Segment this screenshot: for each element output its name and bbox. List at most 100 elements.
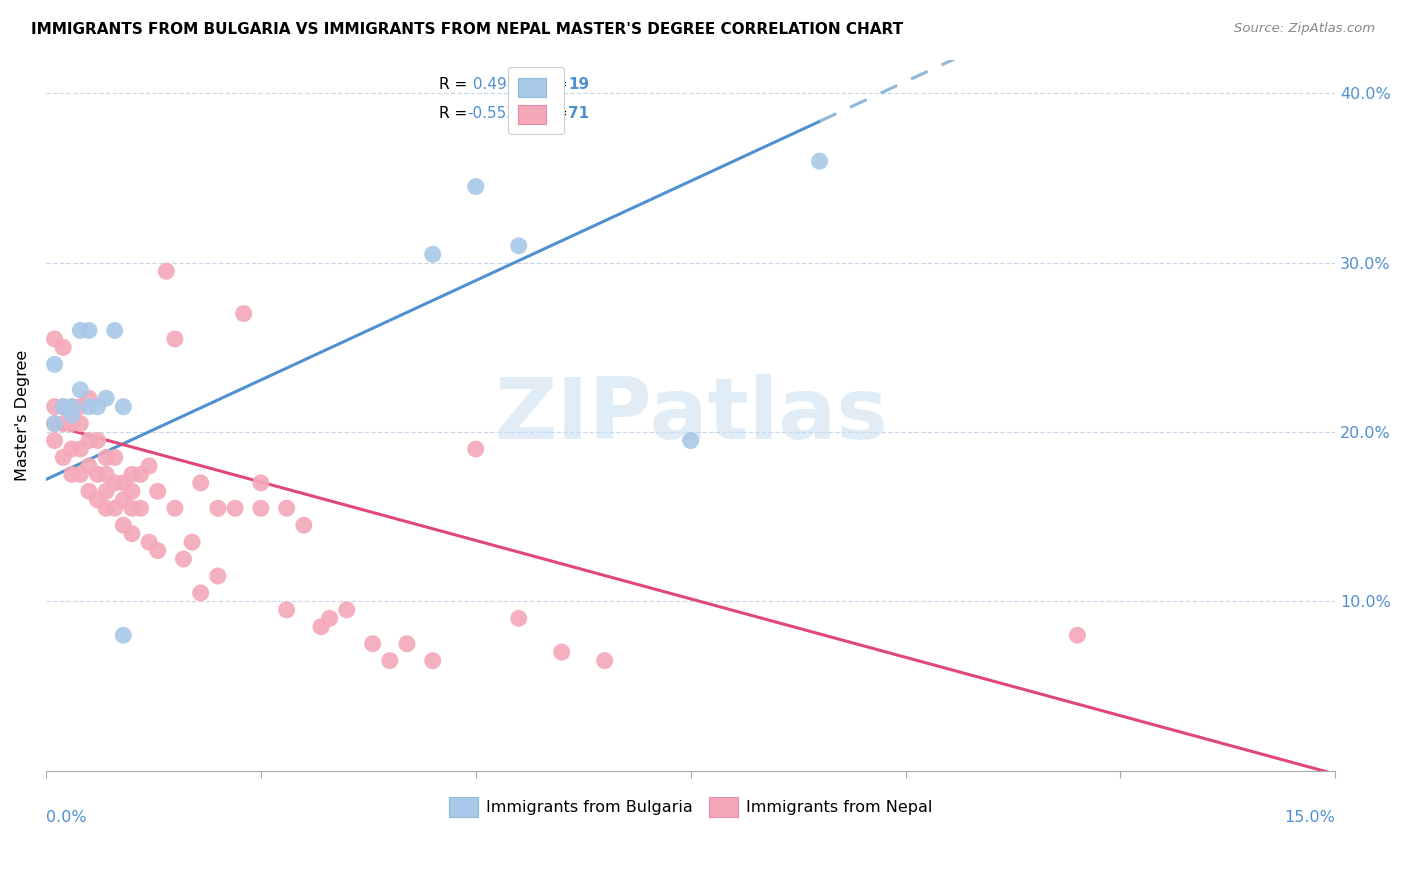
- Point: [121, 484, 143, 499]
- Point: [112, 518, 135, 533]
- Point: [207, 569, 229, 583]
- Point: [94, 391, 117, 405]
- Point: [593, 654, 616, 668]
- Point: [121, 467, 143, 482]
- Point: [60, 417, 83, 431]
- Text: R =: R =: [439, 78, 472, 93]
- Text: 71: 71: [568, 106, 589, 121]
- Point: [508, 611, 530, 625]
- Point: [146, 543, 169, 558]
- Point: [129, 467, 152, 482]
- Point: [94, 450, 117, 465]
- Point: [52, 450, 75, 465]
- Point: [173, 552, 195, 566]
- Y-axis label: Master's Degree: Master's Degree: [15, 350, 30, 481]
- Point: [77, 324, 100, 338]
- Point: [44, 357, 66, 371]
- Point: [104, 475, 127, 490]
- Point: [52, 340, 75, 354]
- Point: [86, 434, 108, 448]
- Point: [276, 603, 298, 617]
- Point: [69, 324, 91, 338]
- Point: [422, 654, 444, 668]
- Point: [60, 400, 83, 414]
- Point: [422, 247, 444, 261]
- Point: [250, 501, 273, 516]
- Point: [60, 467, 83, 482]
- Point: [679, 434, 702, 448]
- Point: [395, 637, 418, 651]
- Point: [52, 417, 75, 431]
- Point: [104, 450, 127, 465]
- Point: [112, 475, 135, 490]
- Point: [112, 628, 135, 642]
- Point: [77, 434, 100, 448]
- Point: [77, 391, 100, 405]
- Point: [129, 501, 152, 516]
- Point: [112, 400, 135, 414]
- Point: [207, 501, 229, 516]
- Point: [104, 501, 127, 516]
- Point: [276, 501, 298, 516]
- Point: [44, 434, 66, 448]
- Text: 19: 19: [568, 78, 589, 93]
- Point: [181, 535, 204, 549]
- Point: [94, 484, 117, 499]
- Point: [121, 526, 143, 541]
- Point: [318, 611, 340, 625]
- Point: [232, 307, 254, 321]
- Point: [60, 442, 83, 456]
- Text: -0.553: -0.553: [468, 106, 516, 121]
- Point: [163, 501, 186, 516]
- Point: [52, 400, 75, 414]
- Point: [44, 332, 66, 346]
- Point: [69, 383, 91, 397]
- Point: [163, 332, 186, 346]
- Point: [292, 518, 315, 533]
- Point: [224, 501, 246, 516]
- Point: [69, 467, 91, 482]
- Point: [69, 400, 91, 414]
- Point: [121, 501, 143, 516]
- Point: [464, 442, 486, 456]
- Point: [336, 603, 359, 617]
- Point: [69, 442, 91, 456]
- Point: [94, 501, 117, 516]
- Text: Source: ZipAtlas.com: Source: ZipAtlas.com: [1234, 22, 1375, 36]
- Text: IMMIGRANTS FROM BULGARIA VS IMMIGRANTS FROM NEPAL MASTER'S DEGREE CORRELATION CH: IMMIGRANTS FROM BULGARIA VS IMMIGRANTS F…: [31, 22, 903, 37]
- Point: [146, 484, 169, 499]
- Point: [77, 400, 100, 414]
- Point: [464, 179, 486, 194]
- Point: [190, 586, 212, 600]
- Text: N =: N =: [530, 106, 574, 121]
- Text: R =: R =: [439, 106, 472, 121]
- Point: [104, 324, 127, 338]
- Text: 0.498: 0.498: [468, 78, 516, 93]
- Point: [69, 417, 91, 431]
- Point: [44, 417, 66, 431]
- Text: ZIPatlas: ZIPatlas: [494, 374, 887, 457]
- Point: [378, 654, 401, 668]
- Legend: Immigrants from Bulgaria, Immigrants from Nepal: Immigrants from Bulgaria, Immigrants fro…: [443, 791, 938, 823]
- Point: [190, 475, 212, 490]
- Point: [361, 637, 384, 651]
- Text: N =: N =: [530, 78, 574, 93]
- Point: [1066, 628, 1088, 642]
- Point: [44, 400, 66, 414]
- Point: [138, 535, 160, 549]
- Point: [86, 467, 108, 482]
- Point: [77, 484, 100, 499]
- Point: [250, 475, 273, 490]
- Point: [44, 417, 66, 431]
- Point: [94, 467, 117, 482]
- Point: [138, 458, 160, 473]
- Point: [60, 400, 83, 414]
- Point: [550, 645, 572, 659]
- Point: [60, 408, 83, 422]
- Text: 0.0%: 0.0%: [46, 810, 87, 825]
- Point: [508, 239, 530, 253]
- Point: [112, 492, 135, 507]
- Point: [77, 458, 100, 473]
- Text: 15.0%: 15.0%: [1285, 810, 1336, 825]
- Point: [155, 264, 177, 278]
